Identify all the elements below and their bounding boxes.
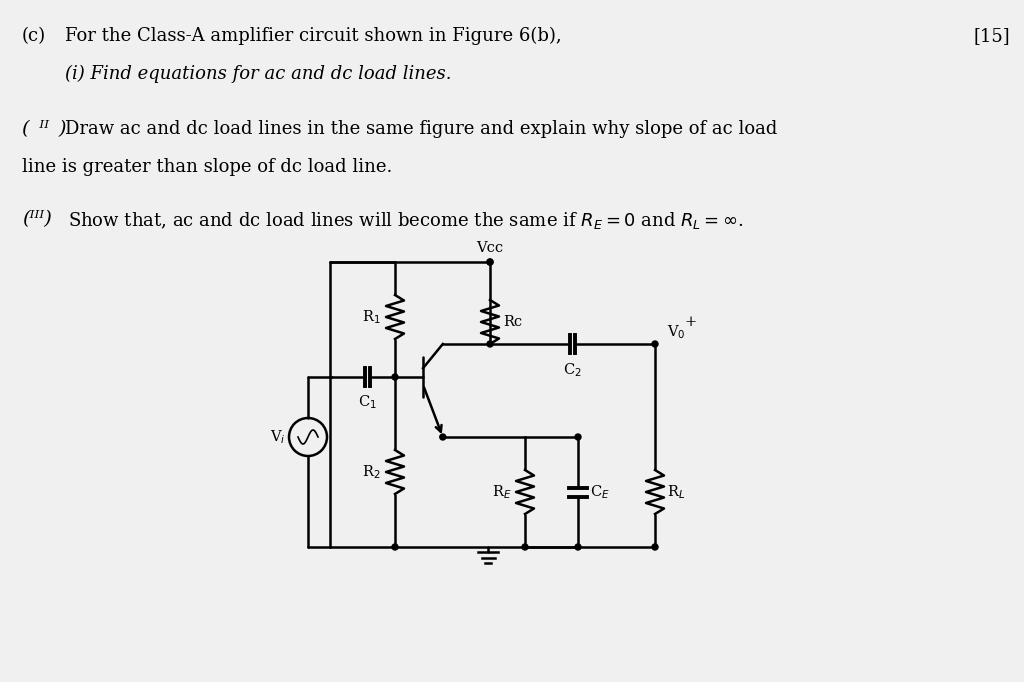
Circle shape: [487, 259, 493, 265]
Circle shape: [392, 544, 398, 550]
Text: R$_2$: R$_2$: [362, 463, 381, 481]
Text: ( ᴵᴵ ): ( ᴵᴵ ): [22, 120, 67, 138]
Text: +: +: [685, 315, 697, 329]
Text: Draw ac and dc load lines in the same figure and explain why slope of ac load: Draw ac and dc load lines in the same fi…: [65, 120, 777, 138]
Text: Vcc: Vcc: [476, 241, 504, 255]
Circle shape: [439, 434, 445, 440]
Text: V$_i$: V$_i$: [270, 428, 286, 446]
Circle shape: [522, 544, 528, 550]
Text: R$_L$: R$_L$: [667, 483, 685, 501]
Circle shape: [392, 374, 398, 380]
Text: Rc: Rc: [503, 315, 522, 329]
Circle shape: [652, 341, 658, 347]
Text: C$_2$: C$_2$: [563, 361, 582, 379]
Text: C$_1$: C$_1$: [358, 393, 377, 411]
Text: Show that, ac and dc load lines will become the same if $R_E = 0$ and $R_L = \in: Show that, ac and dc load lines will bec…: [68, 210, 743, 231]
Circle shape: [487, 341, 493, 347]
Text: line is greater than slope of dc load line.: line is greater than slope of dc load li…: [22, 158, 392, 176]
Text: R$_1$: R$_1$: [362, 308, 381, 326]
Text: C$_E$: C$_E$: [590, 483, 610, 501]
Text: (c): (c): [22, 27, 46, 45]
Text: For the Class-A amplifier circuit shown in Figure 6(b),: For the Class-A amplifier circuit shown …: [65, 27, 561, 45]
Text: V$_0$: V$_0$: [667, 323, 686, 341]
Text: (i) Find equations for ac and dc load lines.: (i) Find equations for ac and dc load li…: [65, 65, 452, 83]
Circle shape: [575, 544, 581, 550]
Text: (ᴵᴵᴵ): (ᴵᴵᴵ): [22, 210, 52, 228]
Text: R$_E$: R$_E$: [493, 483, 512, 501]
Circle shape: [487, 259, 493, 265]
Circle shape: [652, 544, 658, 550]
Text: [15]: [15]: [974, 27, 1010, 45]
Circle shape: [575, 434, 581, 440]
